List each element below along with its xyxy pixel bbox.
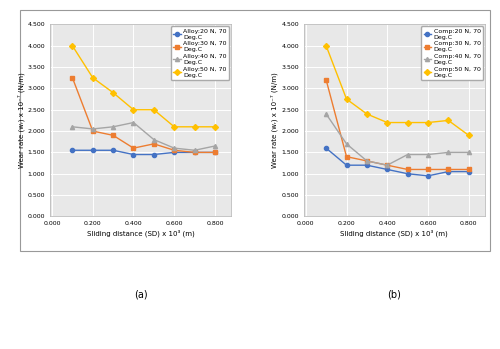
Comp:50 N, 70
Deg.C	[404, 120, 410, 125]
Comp:30 N, 70
Deg.C	[446, 168, 452, 172]
Alloy:50 N, 70
Deg.C	[90, 76, 96, 80]
Comp:30 N, 70
Deg.C	[344, 155, 349, 159]
Comp:40 N, 70
Deg.C	[425, 153, 431, 157]
Line: Alloy:30 N, 70
Deg.C: Alloy:30 N, 70 Deg.C	[70, 76, 217, 155]
Alloy:50 N, 70
Deg.C	[171, 125, 177, 129]
Alloy:20 N, 70
Deg.C	[70, 148, 75, 153]
Comp:40 N, 70
Deg.C	[384, 163, 390, 167]
Alloy:30 N, 70
Deg.C	[70, 76, 75, 80]
Alloy:30 N, 70
Deg.C	[192, 150, 198, 155]
Comp:50 N, 70
Deg.C	[364, 112, 370, 116]
Comp:20 N, 70
Deg.C	[404, 172, 410, 176]
Alloy:30 N, 70
Deg.C	[171, 148, 177, 153]
Alloy:50 N, 70
Deg.C	[151, 107, 157, 112]
Alloy:30 N, 70
Deg.C	[90, 129, 96, 133]
Alloy:30 N, 70
Deg.C	[130, 146, 136, 150]
Alloy:30 N, 70
Deg.C	[151, 142, 157, 146]
Comp:20 N, 70
Deg.C	[323, 146, 329, 150]
Alloy:40 N, 70
Deg.C	[192, 148, 198, 153]
Comp:50 N, 70
Deg.C	[446, 118, 452, 122]
Text: (a): (a)	[134, 289, 147, 299]
X-axis label: Sliding distance (SD) x 10³ (m): Sliding distance (SD) x 10³ (m)	[340, 229, 448, 237]
Line: Alloy:40 N, 70
Deg.C: Alloy:40 N, 70 Deg.C	[70, 120, 217, 153]
Alloy:40 N, 70
Deg.C	[151, 138, 157, 142]
Comp:20 N, 70
Deg.C	[425, 174, 431, 178]
Comp:50 N, 70
Deg.C	[466, 133, 471, 138]
Alloy:40 N, 70
Deg.C	[212, 144, 218, 148]
Comp:50 N, 70
Deg.C	[384, 120, 390, 125]
Alloy:20 N, 70
Deg.C	[212, 150, 218, 155]
Alloy:50 N, 70
Deg.C	[212, 125, 218, 129]
Line: Comp:30 N, 70
Deg.C: Comp:30 N, 70 Deg.C	[324, 78, 471, 172]
Comp:40 N, 70
Deg.C	[404, 153, 410, 157]
Alloy:20 N, 70
Deg.C	[110, 148, 116, 153]
Comp:20 N, 70
Deg.C	[384, 168, 390, 172]
Comp:30 N, 70
Deg.C	[384, 163, 390, 167]
Alloy:50 N, 70
Deg.C	[70, 44, 75, 48]
Comp:30 N, 70
Deg.C	[466, 168, 471, 172]
Alloy:20 N, 70
Deg.C	[90, 148, 96, 153]
Alloy:30 N, 70
Deg.C	[110, 133, 116, 138]
Comp:40 N, 70
Deg.C	[323, 112, 329, 116]
Comp:30 N, 70
Deg.C	[364, 159, 370, 163]
Line: Comp:20 N, 70
Deg.C: Comp:20 N, 70 Deg.C	[324, 146, 471, 178]
Alloy:40 N, 70
Deg.C	[90, 127, 96, 131]
Comp:30 N, 70
Deg.C	[404, 168, 410, 172]
Line: Alloy:20 N, 70
Deg.C: Alloy:20 N, 70 Deg.C	[70, 148, 217, 157]
Y-axis label: Wear rate (wᵣ) x 10⁻⁷ (N/m): Wear rate (wᵣ) x 10⁻⁷ (N/m)	[17, 73, 24, 168]
Comp:20 N, 70
Deg.C	[344, 163, 349, 167]
Comp:30 N, 70
Deg.C	[425, 168, 431, 172]
Comp:20 N, 70
Deg.C	[446, 170, 452, 174]
Alloy:20 N, 70
Deg.C	[171, 150, 177, 155]
Alloy:50 N, 70
Deg.C	[192, 125, 198, 129]
Y-axis label: Wear rate (wᵣ) x 10⁻⁷ (N/m): Wear rate (wᵣ) x 10⁻⁷ (N/m)	[271, 73, 278, 168]
Comp:40 N, 70
Deg.C	[446, 150, 452, 155]
Text: (b): (b)	[388, 289, 402, 299]
Alloy:20 N, 70
Deg.C	[130, 153, 136, 157]
Comp:20 N, 70
Deg.C	[364, 163, 370, 167]
Alloy:20 N, 70
Deg.C	[151, 153, 157, 157]
Line: Comp:40 N, 70
Deg.C: Comp:40 N, 70 Deg.C	[324, 112, 471, 167]
Alloy:20 N, 70
Deg.C	[192, 150, 198, 155]
Comp:50 N, 70
Deg.C	[344, 97, 349, 101]
Alloy:40 N, 70
Deg.C	[110, 125, 116, 129]
Alloy:40 N, 70
Deg.C	[130, 120, 136, 125]
Legend: Comp:20 N, 70
Deg.C, Comp:30 N, 70
Deg.C, Comp:40 N, 70
Deg.C, Comp:50 N, 70
Deg: Comp:20 N, 70 Deg.C, Comp:30 N, 70 Deg.C…	[421, 26, 483, 80]
Alloy:30 N, 70
Deg.C	[212, 150, 218, 155]
Alloy:40 N, 70
Deg.C	[70, 125, 75, 129]
Comp:30 N, 70
Deg.C	[323, 78, 329, 82]
Comp:40 N, 70
Deg.C	[364, 159, 370, 163]
Comp:20 N, 70
Deg.C	[466, 170, 471, 174]
Comp:50 N, 70
Deg.C	[425, 120, 431, 125]
Comp:40 N, 70
Deg.C	[466, 150, 471, 155]
Line: Alloy:50 N, 70
Deg.C: Alloy:50 N, 70 Deg.C	[70, 44, 217, 129]
Alloy:50 N, 70
Deg.C	[130, 107, 136, 112]
Legend: Alloy:20 N, 70
Deg.C, Alloy:30 N, 70
Deg.C, Alloy:40 N, 70
Deg.C, Alloy:50 N, 70: Alloy:20 N, 70 Deg.C, Alloy:30 N, 70 Deg…	[171, 26, 230, 80]
X-axis label: Sliding distance (SD) x 10³ (m): Sliding distance (SD) x 10³ (m)	[87, 229, 194, 237]
Alloy:50 N, 70
Deg.C	[110, 91, 116, 95]
Line: Comp:50 N, 70
Deg.C: Comp:50 N, 70 Deg.C	[324, 44, 471, 138]
Comp:50 N, 70
Deg.C	[323, 44, 329, 48]
Comp:40 N, 70
Deg.C	[344, 142, 349, 146]
Alloy:40 N, 70
Deg.C	[171, 146, 177, 150]
